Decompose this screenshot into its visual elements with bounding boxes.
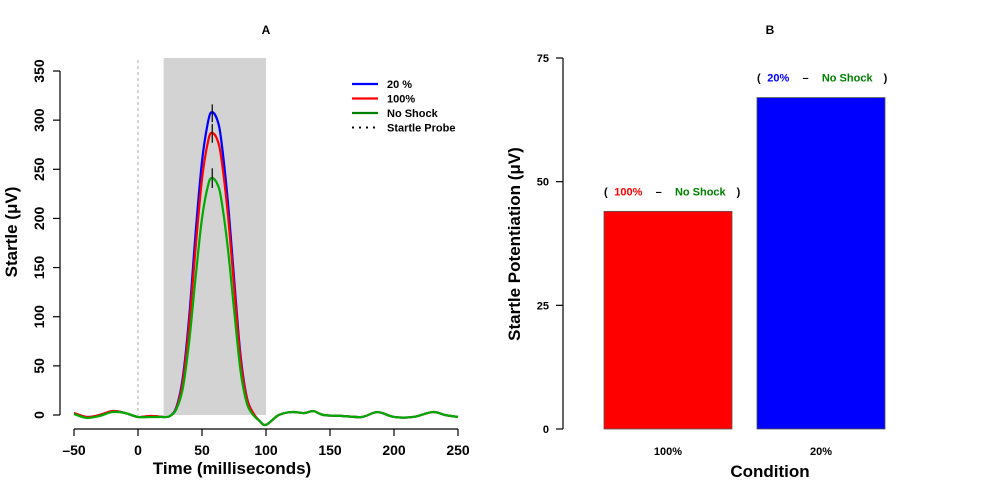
y-tick-label: 50	[31, 358, 47, 374]
y-axis-title: Startle Potentiation (μV)	[505, 147, 524, 341]
x-tick-label: 0	[134, 442, 142, 458]
panel-b-title: B	[766, 23, 775, 37]
y-axis-title: Startle (μV)	[2, 187, 21, 278]
x-ticks: –50 0 50 100 150 200 250	[62, 429, 470, 458]
x-tick-label: 100	[254, 442, 278, 458]
bar-annotation: (20% – No Shock)	[757, 73, 888, 85]
legend-label: 100%	[387, 94, 415, 106]
legend-label: No Shock	[387, 108, 439, 120]
legend-label: 20 %	[387, 79, 412, 91]
x-tick-label: 50	[194, 442, 210, 458]
y-tick-label: 25	[537, 300, 549, 312]
y-ticks: 0 25 50 75	[537, 53, 563, 436]
category-label: 100%	[654, 446, 682, 458]
y-tick-label: 75	[537, 53, 549, 65]
bars	[603, 97, 886, 430]
legend-label: Startle Probe	[387, 123, 455, 135]
category-labels: 100% 20%	[654, 446, 832, 458]
y-tick-label: 100	[31, 305, 47, 329]
category-label: 20%	[810, 446, 832, 458]
bar-annotations: (100% – No Shock) (20% – No Shock)	[604, 73, 888, 199]
legend: 20 % 100% No Shock Startle Probe	[352, 79, 455, 135]
bar-annotation: (100% – No Shock)	[604, 186, 741, 198]
y-tick-label: 200	[31, 207, 47, 231]
y-tick-label: 250	[31, 157, 47, 181]
y-tick-label: 350	[31, 59, 47, 83]
bar-2	[756, 97, 886, 430]
panel-a: A 0 50 100 150 200 250 300 350 –50 0 50 100 150 200 2…	[2, 23, 470, 478]
y-tick-label: 0	[543, 424, 549, 436]
y-ticks: 0 50 100 150 200 250 300 350	[31, 59, 60, 419]
x-tick-label: 150	[318, 442, 342, 458]
x-tick-label: –50	[62, 442, 86, 458]
series-line-3	[73, 177, 459, 427]
x-axis-title: Time (milliseconds)	[153, 459, 311, 478]
series-lines	[73, 111, 459, 427]
y-tick-label: 0	[31, 411, 47, 419]
bar-1	[603, 210, 733, 430]
y-tick-label: 50	[537, 177, 549, 189]
y-tick-label: 300	[31, 108, 47, 132]
x-tick-label: 250	[446, 442, 470, 458]
y-tick-label: 150	[31, 256, 47, 280]
x-axis-title: Condition	[730, 462, 809, 481]
shaded-analysis-window	[163, 58, 266, 415]
panel-b: B (100% – No Shock)(20% – No Shock) 0255075 …	[505, 23, 888, 481]
panel-a-title: A	[262, 23, 271, 37]
x-tick-label: 200	[382, 442, 406, 458]
